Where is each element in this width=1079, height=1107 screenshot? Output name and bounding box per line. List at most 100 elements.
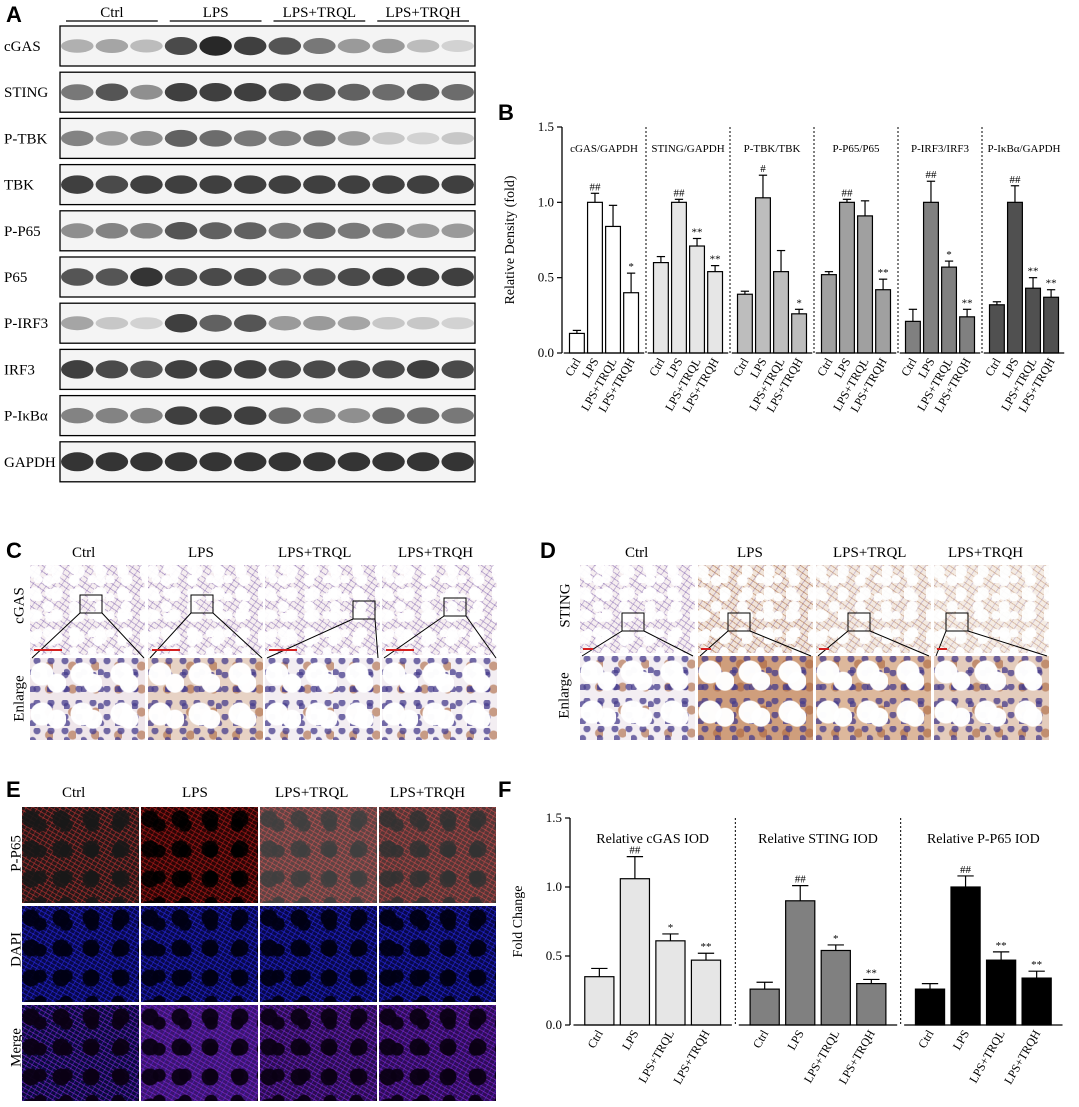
- bar: [820, 274, 837, 354]
- group-title: P-TBK/TBK: [744, 143, 801, 155]
- blot-band: [372, 132, 405, 145]
- significance-mark: ##: [925, 169, 937, 181]
- blot-row-label: TBK: [4, 178, 34, 194]
- bar: [959, 316, 976, 354]
- y-axis-label: Fold Change: [511, 886, 526, 958]
- blot-band: [372, 223, 405, 239]
- bar: [773, 271, 790, 354]
- blot-band: [199, 36, 232, 56]
- blot-band: [199, 268, 232, 286]
- blot-row-label: STING: [4, 85, 48, 101]
- y-tick-label: 1.5: [546, 810, 562, 825]
- significance-mark: *: [833, 933, 839, 945]
- blot-band: [164, 129, 198, 147]
- blot-band: [268, 268, 302, 286]
- bar: [736, 293, 753, 354]
- y-tick-label: 1.5: [538, 119, 554, 134]
- blot-band: [441, 175, 474, 194]
- blot-band: [233, 36, 267, 56]
- d-col-trqh: LPS+TRQH: [948, 545, 1024, 561]
- blot-strip: [59, 348, 476, 391]
- blot-band: [372, 267, 405, 287]
- bar: [988, 304, 1005, 354]
- blot-band: [199, 175, 232, 194]
- bar: [875, 289, 892, 354]
- blot-band: [164, 360, 198, 379]
- significance-mark: #: [760, 163, 766, 175]
- blot-band: [337, 452, 371, 472]
- group-title: P-P65/P65: [832, 143, 880, 155]
- group-title: Relative STING IOD: [758, 832, 878, 847]
- x-tick-label: Ctrl: [584, 1027, 606, 1051]
- blot-band: [164, 313, 198, 333]
- bar: [857, 215, 874, 354]
- if-pp65-trqh: [379, 807, 496, 903]
- x-tick-label: LPS+TRQH: [836, 1027, 878, 1086]
- blot-band: [303, 268, 336, 286]
- blot-group-label: LPS+TRQL: [283, 5, 356, 21]
- blot-band: [441, 223, 474, 239]
- blot-band: [95, 360, 129, 379]
- blot-band: [303, 83, 336, 101]
- panel-letter-b: B: [498, 100, 514, 125]
- blot-band: [303, 407, 336, 424]
- blot-band: [406, 39, 440, 53]
- blot-band: [95, 223, 129, 239]
- blot-band: [199, 406, 232, 425]
- blot-strip: [59, 163, 476, 206]
- blot-band: [95, 268, 129, 286]
- blot-band: [61, 452, 94, 472]
- blot-band: [372, 360, 405, 379]
- blot-row-label: IRF3: [4, 362, 35, 378]
- bar: [914, 988, 946, 1026]
- bar: [652, 262, 669, 354]
- blot-band: [95, 452, 129, 472]
- if-merge-ctrl: [22, 1005, 139, 1101]
- group-title: STING/GAPDH: [651, 143, 724, 155]
- d-col-lps: LPS: [737, 545, 763, 561]
- blot-band: [268, 407, 302, 424]
- if-pp65-ctrl: [22, 807, 139, 903]
- blot-band: [303, 175, 336, 194]
- bar: [791, 313, 808, 354]
- group-title: Relative cGAS IOD: [596, 832, 709, 847]
- ihc-cgas-enlarge-trqh: [382, 658, 497, 740]
- blot-band: [130, 452, 163, 472]
- blot-group-label: LPS: [203, 5, 229, 21]
- blot-band: [130, 84, 163, 100]
- bar: [838, 201, 855, 354]
- bar: [619, 878, 651, 1026]
- if-merge-lps: [141, 1005, 258, 1101]
- if-merge-trqh: [379, 1005, 496, 1101]
- blot-band: [268, 222, 302, 239]
- bar: [1021, 977, 1052, 1026]
- western-blot-panel: Ctrl LPS LPS+TRQL LPS+TRQH cGAS STING P-TBK TBK…: [0, 0, 480, 520]
- blot-band: [441, 132, 474, 145]
- significance-mark: ##: [841, 187, 853, 199]
- blot-band: [337, 268, 371, 286]
- blot-band: [303, 130, 336, 147]
- blot-band: [130, 407, 163, 424]
- significance-mark: **: [1046, 278, 1057, 290]
- bar: [785, 900, 816, 1026]
- blot-strip: [59, 25, 476, 67]
- significance-mark: ##: [673, 187, 685, 199]
- significance-mark: **: [1028, 266, 1039, 278]
- bar: [584, 976, 615, 1026]
- ihc-sting-enlarge-lps: [698, 656, 813, 740]
- blot-band: [303, 315, 336, 331]
- blot-band: [61, 268, 94, 286]
- zoom-box: [945, 612, 969, 632]
- bar: [941, 266, 958, 354]
- bar: [749, 988, 780, 1026]
- blot-band: [199, 360, 232, 379]
- e-col-ctrl: Ctrl: [62, 785, 86, 801]
- blot-band: [61, 407, 94, 424]
- ihc-cgas-enlarge-lps: [148, 658, 263, 740]
- ihc-sting-ctrl: [580, 565, 695, 653]
- blot-band: [337, 408, 371, 424]
- panel-letter-d: D: [540, 538, 556, 563]
- blot-band: [164, 406, 198, 425]
- blot-row-label: P-IRF3: [4, 316, 48, 332]
- blot-group-label: Ctrl: [100, 5, 123, 21]
